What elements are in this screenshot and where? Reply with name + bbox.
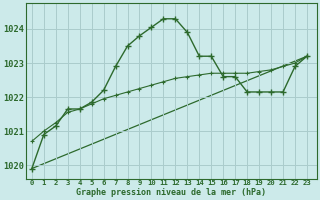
X-axis label: Graphe pression niveau de la mer (hPa): Graphe pression niveau de la mer (hPa) <box>76 188 266 197</box>
